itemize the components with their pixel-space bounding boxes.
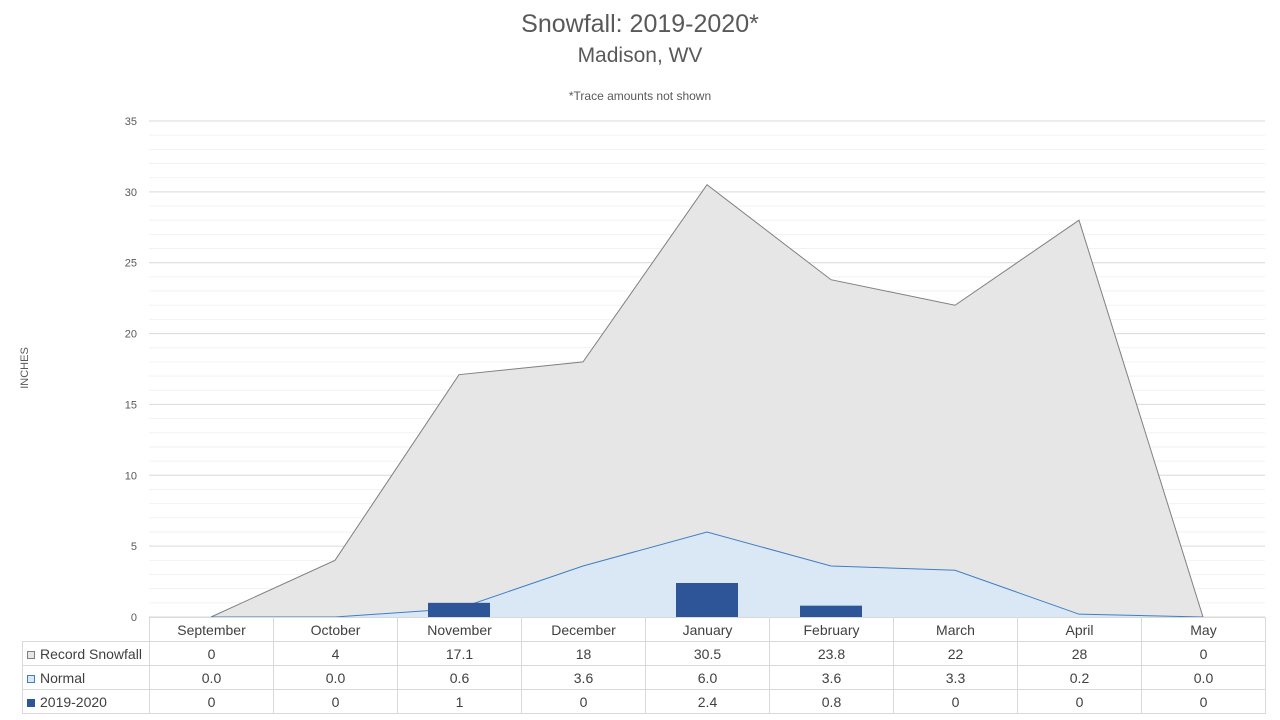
x-tick-label: December bbox=[521, 617, 646, 642]
normal-area bbox=[211, 531, 1203, 617]
legend-entry: Normal bbox=[22, 665, 150, 690]
y-tick-label: 35 bbox=[125, 116, 137, 128]
data-table-row: Normal 0.0 0.0 0.6 3.6 6.0 3.6 3.3 0.2 0.0 bbox=[22, 665, 1266, 690]
data-label: 2.4 bbox=[645, 689, 770, 714]
record-snowfall-line bbox=[210, 184, 1204, 618]
data-label: 4 bbox=[273, 641, 398, 666]
legend-label: Normal bbox=[40, 669, 86, 686]
data-table-row: Record Snowfall 0 4 17.1 18 30.5 23.8 22 28 0 bbox=[22, 641, 1266, 666]
x-tick-label: January bbox=[645, 617, 770, 642]
data-label: 0 bbox=[149, 689, 274, 714]
chart-note: *Trace amounts not shown bbox=[568, 89, 712, 103]
data-label: 30.5 bbox=[645, 641, 770, 666]
data-label: 0 bbox=[1141, 641, 1266, 666]
data-label: 0.0 bbox=[149, 665, 274, 690]
chart-subtitle: Madison, WV bbox=[577, 44, 703, 67]
data-label: 28 bbox=[1017, 641, 1142, 666]
data-label: 0 bbox=[273, 689, 398, 714]
x-tick-label: May bbox=[1141, 617, 1266, 642]
bar-2019-2020 bbox=[800, 605, 862, 617]
legend-label: 2019-2020 bbox=[40, 693, 107, 710]
data-label: 23.8 bbox=[769, 641, 894, 666]
data-table: September October November December January F… bbox=[22, 617, 1266, 714]
data-label: 0.0 bbox=[1141, 665, 1266, 690]
x-tick-label: April bbox=[1017, 617, 1142, 642]
data-label: 1 bbox=[397, 689, 522, 714]
y-tick-label: 10 bbox=[125, 470, 137, 482]
data-label: 22 bbox=[893, 641, 1018, 666]
data-label: 18 bbox=[521, 641, 646, 666]
bar-2019-2020 bbox=[428, 602, 490, 617]
y-tick-label: 5 bbox=[131, 541, 137, 553]
data-label: 3.6 bbox=[521, 665, 646, 690]
legend-key bbox=[27, 674, 35, 683]
x-tick-label: February bbox=[769, 617, 894, 642]
legend-key bbox=[27, 698, 35, 707]
data-label: 0.0 bbox=[273, 665, 398, 690]
data-label: 0 bbox=[1141, 689, 1266, 714]
data-label: 0.2 bbox=[1017, 665, 1142, 690]
data-label: 0.8 bbox=[769, 689, 894, 714]
x-tick-label: October bbox=[273, 617, 398, 642]
y-tick-label: 25 bbox=[125, 258, 137, 270]
data-label: 3.3 bbox=[893, 665, 1018, 690]
data-label: 0 bbox=[149, 641, 274, 666]
data-label: 3.6 bbox=[769, 665, 894, 690]
legend-entry: Record Snowfall bbox=[22, 641, 150, 666]
data-label: 0 bbox=[1017, 689, 1142, 714]
data-table-row: 2019-2020 0 0 1 0 2.4 0.8 0 0 0 bbox=[22, 689, 1266, 714]
data-label: 0 bbox=[893, 689, 1018, 714]
y-tick-label: 30 bbox=[125, 187, 137, 199]
record-snowfall-area bbox=[211, 184, 1203, 617]
legend-entry: 2019-2020 bbox=[22, 689, 150, 714]
data-table-header-row: September October November December January F… bbox=[22, 617, 1266, 642]
data-label: 6.0 bbox=[645, 665, 770, 690]
data-label: 0.6 bbox=[397, 665, 522, 690]
data-label: 17.1 bbox=[397, 641, 522, 666]
x-tick-label: September bbox=[149, 617, 274, 642]
data-table-corner bbox=[22, 617, 150, 642]
x-tick-label: March bbox=[893, 617, 1018, 642]
x-tick-label: November bbox=[397, 617, 522, 642]
chart-title: Snowfall: 2019-2020* bbox=[521, 10, 759, 38]
normal-line bbox=[211, 531, 1204, 618]
y-tick-label: 15 bbox=[125, 399, 137, 411]
legend-key bbox=[27, 650, 35, 659]
bar-2019-2020 bbox=[676, 582, 738, 617]
y-tick-label: 20 bbox=[125, 329, 137, 341]
legend-label: Record Snowfall bbox=[40, 645, 142, 662]
data-label: 0 bbox=[521, 689, 646, 714]
